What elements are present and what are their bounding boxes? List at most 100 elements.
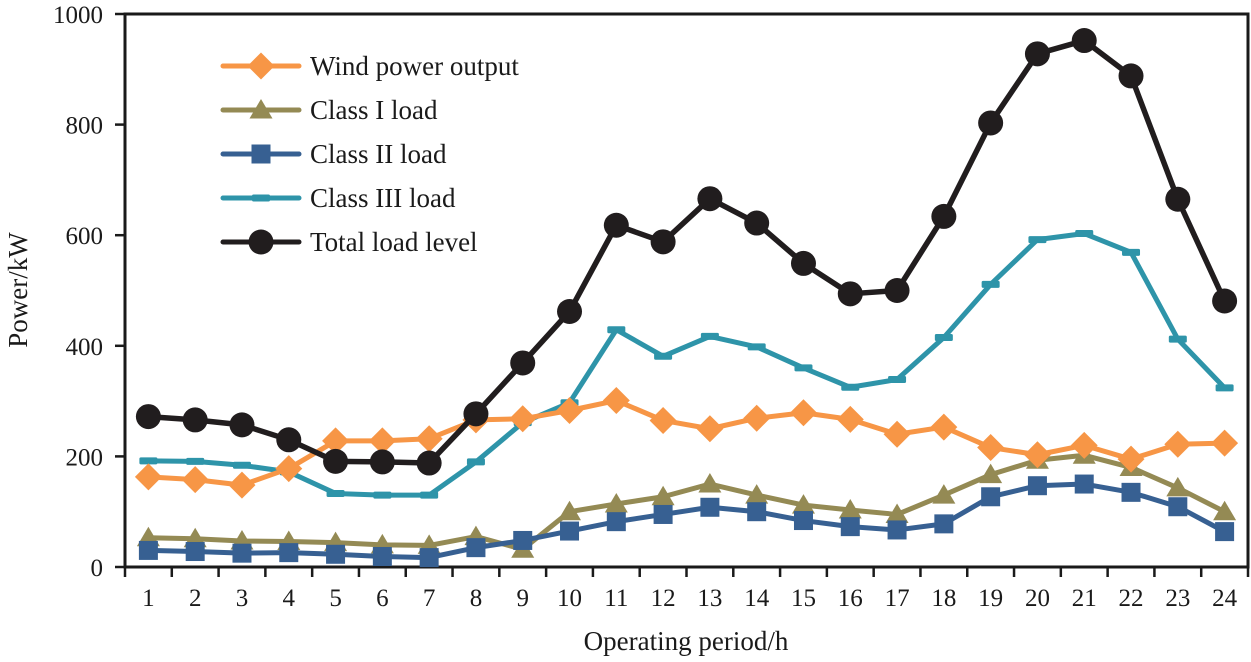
- x-tick-label: 8: [470, 585, 483, 612]
- series-class-iii-load-marker: [1122, 248, 1141, 256]
- series-wind-power-output-marker: [228, 471, 256, 499]
- series-lines: [134, 28, 1239, 568]
- series-class-i-load-marker: [979, 463, 1003, 484]
- legend-label-class-i-load: Class I load: [310, 95, 438, 125]
- series-class-ii-load-line: [145, 481, 1228, 561]
- series-total-load-level-marker: [931, 203, 957, 229]
- series-wind-power-output-marker: [696, 415, 724, 443]
- series-wind-power-output-marker: [275, 455, 303, 483]
- series-wind-power-output-marker: [602, 387, 630, 415]
- legend-marker-wind-power-output: [247, 52, 275, 80]
- series-class-ii-load-marker: [606, 512, 626, 532]
- legend-item-class-i-load: Class I load: [220, 95, 438, 125]
- series-class-i-load-marker: [558, 500, 582, 521]
- series-total-load-level-marker: [135, 404, 161, 430]
- legend-item-class-iii-load: Class III load: [220, 183, 456, 213]
- legend-item-wind-power-output: Wind power output: [220, 51, 519, 81]
- legend-item-total-load-level: Total load level: [220, 227, 478, 257]
- series-total-load-level-marker: [603, 212, 629, 238]
- series-class-iii-load-marker: [1168, 335, 1187, 343]
- series-wind-power-output-marker: [743, 404, 771, 432]
- x-tick-label: 23: [1165, 585, 1190, 612]
- series-class-iii-load-marker: [654, 352, 673, 360]
- series-wind-power-output-marker: [883, 420, 911, 448]
- series-class-i-load-marker: [932, 484, 956, 504]
- series-class-i-load-marker: [838, 499, 862, 519]
- series-total-load-level-marker: [1071, 28, 1097, 54]
- y-axis-title: Power/kW: [3, 232, 33, 348]
- series-wind-power-output-marker: [1023, 441, 1051, 469]
- y-tick-label: 800: [66, 113, 104, 140]
- x-tick-label: 14: [744, 585, 770, 612]
- series-class-i-load-line: [145, 452, 1228, 552]
- series-total-load-level-marker: [276, 427, 302, 453]
- series-class-ii-load-marker: [934, 514, 954, 534]
- x-tick-label: 2: [189, 585, 202, 612]
- series-class-ii-load-marker: [1168, 497, 1188, 517]
- series-class-iii-load-marker: [326, 489, 345, 497]
- series-class-ii-load: [138, 474, 1235, 568]
- series-total-load-level-marker: [182, 407, 208, 433]
- series-total-load-level-marker: [650, 229, 676, 255]
- x-tick-labels: 1 2 3 4 5 6 7 8 9 10 11 12 13 14 15 16 17 18 19 20 21 22 23 24: [142, 585, 1237, 612]
- series-class-iii-load-marker: [607, 326, 626, 334]
- x-tick-label: 11: [604, 585, 628, 612]
- series-class-i-load-marker: [885, 503, 909, 523]
- series-class-iii-load-marker: [139, 457, 158, 465]
- series-wind-power-output-marker: [1211, 429, 1239, 457]
- x-tick-label: 20: [1025, 585, 1050, 612]
- series-class-ii-load-marker: [232, 543, 252, 563]
- series-class-i-load-marker: [791, 494, 815, 514]
- series-total-load-level-marker: [369, 449, 395, 475]
- legend-label-class-ii-load: Class II load: [310, 139, 447, 169]
- x-tick-label: 12: [651, 585, 676, 612]
- series-wind-power-output-marker: [836, 405, 864, 433]
- series-class-ii-load-marker: [326, 544, 346, 564]
- series-class-iii-load-marker: [373, 491, 392, 499]
- series-class-ii-load-marker: [279, 543, 299, 563]
- series-wind-power-output-marker: [322, 427, 350, 455]
- series-total-load-level-marker: [1165, 186, 1191, 212]
- series-class-ii-load-marker: [1074, 474, 1094, 494]
- x-tick-label: 1: [142, 585, 155, 612]
- series-wind-power-output-marker: [977, 434, 1005, 462]
- legend-label-class-iii-load: Class III load: [310, 183, 456, 213]
- series-total-load-level-marker: [557, 299, 583, 325]
- y-tick-label: 600: [66, 223, 104, 250]
- series-total-load-level-marker: [744, 210, 770, 236]
- series-total-load-level-marker: [1212, 288, 1238, 314]
- series-class-ii-load-marker: [1027, 476, 1047, 496]
- x-tick-label: 9: [516, 585, 529, 612]
- x-tick-label: 24: [1212, 585, 1238, 612]
- x-tick-label: 16: [838, 585, 863, 612]
- series-class-iii-load-marker: [981, 280, 1000, 288]
- series-class-ii-load-marker: [700, 497, 720, 517]
- series-class-ii-load-marker: [747, 502, 767, 522]
- series-class-iii-load-marker: [1028, 236, 1047, 244]
- series-class-ii-load-marker: [138, 540, 158, 560]
- series-total-load-level-marker: [1024, 41, 1050, 67]
- series-class-ii-load-marker: [981, 487, 1001, 507]
- axis-ticks: [115, 12, 1250, 577]
- series-wind-power-output-marker: [1164, 430, 1192, 458]
- x-tick-label: 18: [931, 585, 956, 612]
- series-class-iii-load-marker: [934, 334, 953, 342]
- x-axis-title: Operating period/h: [584, 626, 789, 656]
- series-wind-power-output-marker: [789, 399, 817, 427]
- x-tick-label: 10: [557, 585, 582, 612]
- series-class-iii-load-marker: [794, 364, 813, 372]
- series-class-iii-load-marker: [888, 376, 907, 384]
- series-class-iii-load-marker: [420, 491, 439, 499]
- series-wind-power-output-marker: [649, 406, 677, 434]
- series-wind-power-output-marker: [1117, 445, 1145, 473]
- series-wind-power-output: [134, 387, 1239, 499]
- y-tick-labels: 0 200 400 600 800 1000: [53, 2, 103, 582]
- series-class-iii-load-marker: [841, 383, 860, 391]
- series-class-ii-load-marker: [560, 521, 580, 541]
- series-class-ii-load-marker: [466, 538, 486, 558]
- series-class-i-load-marker: [745, 484, 769, 504]
- x-tick-label: 7: [423, 585, 436, 612]
- series-total-load-level-marker: [510, 350, 536, 376]
